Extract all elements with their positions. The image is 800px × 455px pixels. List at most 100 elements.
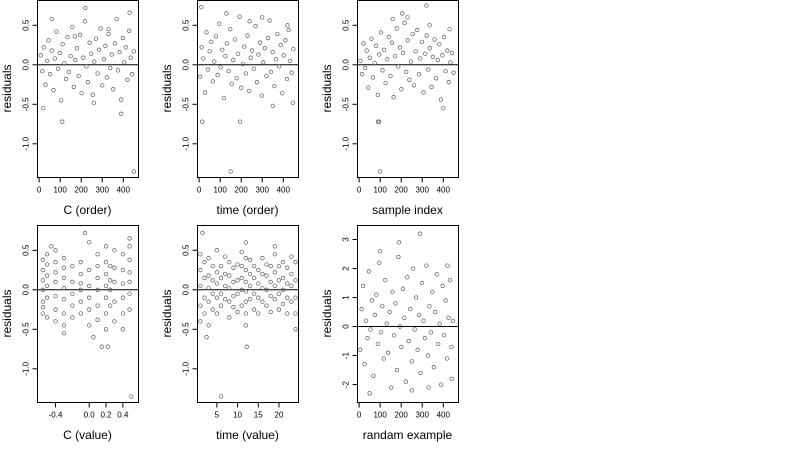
data-point	[99, 344, 104, 349]
data-point	[43, 82, 48, 87]
data-point	[53, 307, 58, 312]
data-point	[77, 32, 83, 37]
data-point	[232, 37, 238, 42]
data-point	[260, 286, 265, 291]
data-point	[374, 292, 379, 297]
data-point	[413, 49, 418, 54]
data-point	[112, 248, 117, 253]
data-point	[425, 353, 431, 358]
data-point	[222, 271, 228, 277]
data-point	[127, 279, 132, 285]
data-point	[239, 249, 244, 255]
data-point	[235, 278, 240, 283]
data-point	[44, 252, 50, 257]
data-point	[239, 263, 244, 269]
data-point	[53, 270, 58, 275]
data-point	[247, 271, 253, 277]
data-point	[390, 16, 395, 22]
data-point	[87, 283, 92, 288]
data-point	[264, 303, 269, 308]
data-point	[61, 311, 67, 316]
data-point	[268, 69, 274, 75]
data-point	[370, 75, 376, 80]
data-point	[290, 100, 295, 105]
data-point	[373, 43, 379, 48]
data-point	[293, 311, 298, 316]
x-tick-label: 300	[256, 186, 270, 195]
data-point	[428, 330, 434, 335]
x-tick-label: 300	[416, 411, 430, 420]
data-point	[78, 281, 83, 286]
data-point	[87, 40, 92, 45]
data-point	[256, 267, 261, 273]
data-point	[103, 283, 109, 288]
data-point	[419, 280, 425, 286]
data-point	[202, 90, 208, 95]
data-point	[112, 265, 117, 270]
data-point	[280, 301, 286, 307]
data-point	[44, 262, 50, 267]
data-point	[131, 169, 136, 174]
x-axis-label: C (value)	[63, 428, 112, 442]
data-point	[384, 321, 389, 326]
panel-4: -0.4 0.0 0.2 0.4 -1.0 -0.5 0.0 0.5 C (value) resi…	[0, 225, 139, 442]
data-point	[222, 254, 228, 259]
data-point	[378, 330, 383, 335]
data-point	[424, 3, 429, 8]
x-axis-label: randam example	[363, 428, 453, 442]
data-point	[204, 335, 209, 340]
data-point	[112, 279, 117, 285]
data-point	[272, 244, 277, 249]
x-axis-label: time (value)	[216, 428, 279, 442]
data-point	[119, 111, 124, 116]
x-tick-label: 0	[197, 186, 202, 195]
data-point	[93, 36, 99, 41]
data-point	[61, 265, 67, 270]
data-point	[120, 252, 125, 257]
data-point	[273, 57, 279, 62]
data-point	[82, 19, 88, 24]
data-point	[198, 74, 203, 79]
data-point	[220, 47, 225, 52]
data-point	[85, 80, 91, 85]
data-point	[394, 367, 400, 373]
data-point	[367, 55, 372, 60]
data-point	[120, 35, 125, 41]
data-point	[385, 57, 390, 62]
data-point	[204, 30, 209, 35]
x-tick-label: 400	[437, 186, 451, 195]
data-point	[366, 85, 371, 90]
x-axis-label: sample index	[372, 203, 443, 217]
data-point	[214, 281, 220, 286]
data-point	[419, 39, 425, 45]
data-point	[198, 252, 203, 257]
data-point	[55, 66, 61, 71]
data-point	[117, 50, 122, 55]
data-point	[108, 303, 113, 308]
data-point	[284, 76, 290, 82]
data-point	[231, 293, 236, 299]
y-tick-label: -1.0	[22, 361, 31, 375]
data-point	[237, 14, 242, 19]
data-point	[243, 240, 248, 245]
data-point	[104, 75, 110, 80]
data-point	[214, 311, 220, 316]
data-point	[449, 344, 454, 350]
data-point	[235, 291, 240, 296]
data-point	[84, 64, 89, 69]
data-point	[446, 315, 451, 321]
data-point	[235, 262, 240, 267]
data-point	[412, 327, 417, 332]
x-tick-label: 10	[233, 411, 242, 420]
y-tick-label: -1.0	[182, 136, 191, 150]
x-axis-label: C (order)	[63, 203, 111, 217]
data-point	[289, 70, 294, 75]
data-point	[285, 265, 290, 270]
data-point	[450, 318, 456, 323]
y-tick-label: 0	[342, 324, 351, 329]
x-tick-label: 5	[215, 411, 220, 420]
data-point	[293, 295, 298, 300]
data-point	[377, 260, 382, 265]
data-point	[375, 341, 380, 347]
data-point	[276, 307, 282, 312]
